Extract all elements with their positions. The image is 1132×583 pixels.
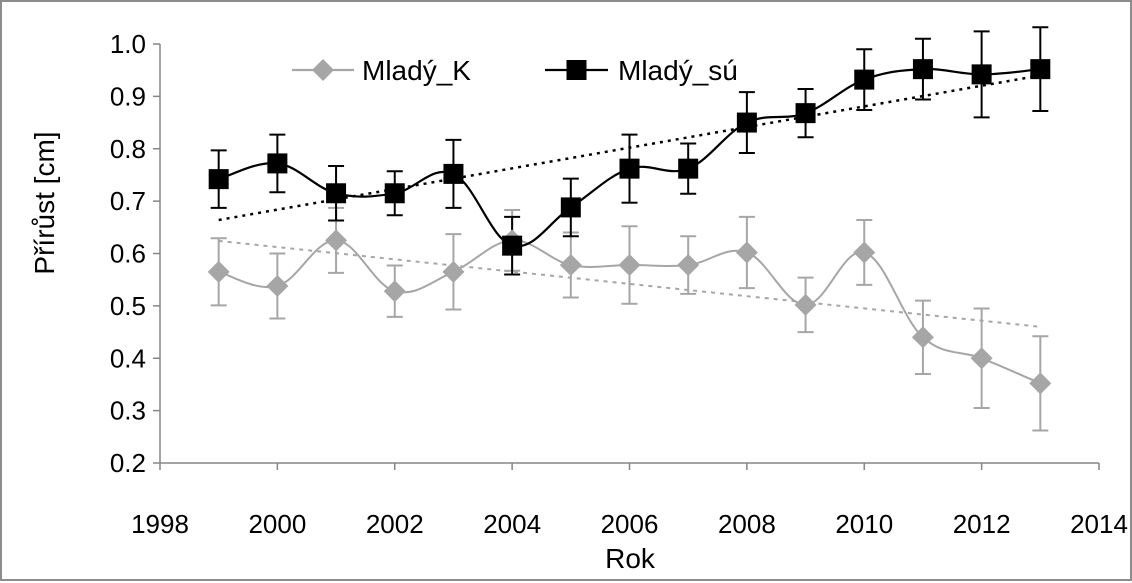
y-tick-label: 0.6 bbox=[110, 239, 146, 269]
mlady-k-point bbox=[853, 241, 876, 264]
x-tick-label: 1998 bbox=[131, 509, 189, 539]
mlady-su-point bbox=[971, 64, 992, 85]
y-tick-label: 0.5 bbox=[110, 291, 146, 321]
mlady-k-point bbox=[970, 347, 993, 370]
x-tick-label: 2014 bbox=[1070, 509, 1128, 539]
mlady-k-point bbox=[266, 274, 289, 297]
mlady-k-point bbox=[618, 254, 641, 277]
mlady-su-point bbox=[1030, 59, 1051, 80]
mlady-su-point bbox=[502, 235, 523, 256]
y-tick-label: 0.7 bbox=[110, 186, 146, 216]
data-markers bbox=[207, 59, 1052, 395]
legend-label: Mladý_sú bbox=[618, 55, 738, 86]
mlady-k-point bbox=[325, 229, 348, 252]
mlady-k-point bbox=[442, 260, 465, 283]
x-tick-label: 2000 bbox=[248, 509, 306, 539]
mlady-su-point bbox=[208, 169, 229, 190]
x-axis-title: Rok bbox=[605, 543, 656, 574]
mlady-k-point bbox=[677, 254, 700, 277]
error-bars bbox=[210, 26, 1049, 432]
y-tick-label: 0.8 bbox=[110, 134, 146, 164]
mlady-k-point bbox=[207, 260, 230, 283]
legend-label: Mladý_K bbox=[362, 55, 471, 86]
legend-item-mlady-k: Mladý_K bbox=[292, 55, 471, 86]
y-tick-label: 0.9 bbox=[110, 81, 146, 111]
legend-square-marker bbox=[566, 60, 587, 80]
mlady-su-point bbox=[267, 153, 288, 174]
legend-item-mlady-su: Mladý_sú bbox=[545, 55, 738, 86]
mlady-k-point bbox=[794, 293, 817, 316]
x-tick-label: 2012 bbox=[953, 509, 1011, 539]
x-tick-label: 2002 bbox=[366, 509, 424, 539]
y-tick-label: 0.2 bbox=[110, 448, 146, 478]
mlady-su-point bbox=[443, 163, 464, 184]
mlady-su-point bbox=[854, 69, 875, 90]
mlady-su-point bbox=[736, 112, 757, 133]
x-tick-label: 2004 bbox=[483, 509, 541, 539]
mlady-k-point bbox=[735, 241, 758, 264]
mlady-k-point bbox=[383, 280, 406, 303]
mlady-su-point bbox=[795, 103, 816, 124]
legend-diamond-marker bbox=[312, 59, 334, 81]
mlady-k-trendline bbox=[218, 239, 1041, 328]
mlady-su-point bbox=[619, 158, 640, 179]
y-tick-label: 0.4 bbox=[110, 343, 146, 373]
mlady-su-point bbox=[912, 59, 933, 80]
x-tick-label: 2010 bbox=[835, 509, 893, 539]
mlady-k-point bbox=[559, 254, 582, 277]
mlady-k-point bbox=[1029, 372, 1052, 395]
y-tick-label: 1.0 bbox=[110, 29, 146, 59]
x-tick-label: 2008 bbox=[718, 509, 776, 539]
mlady-su-point bbox=[384, 183, 405, 204]
mlady-su-point bbox=[326, 183, 347, 204]
y-tick-label: 0.3 bbox=[110, 396, 146, 426]
mlady-su-point bbox=[678, 158, 699, 179]
y-axis-title: Přírůst [cm] bbox=[29, 131, 60, 274]
mlady-su-point bbox=[560, 197, 581, 218]
axes: 0.2 0.3 0.4 0.5 0.6 0.7 0.8 0.9 1.0 1998 2000 2002 2… bbox=[110, 29, 1128, 539]
x-tick-label: 2006 bbox=[601, 509, 659, 539]
mlady-k-point bbox=[911, 326, 934, 349]
legend: Mladý_K Mladý_sú bbox=[292, 55, 738, 86]
